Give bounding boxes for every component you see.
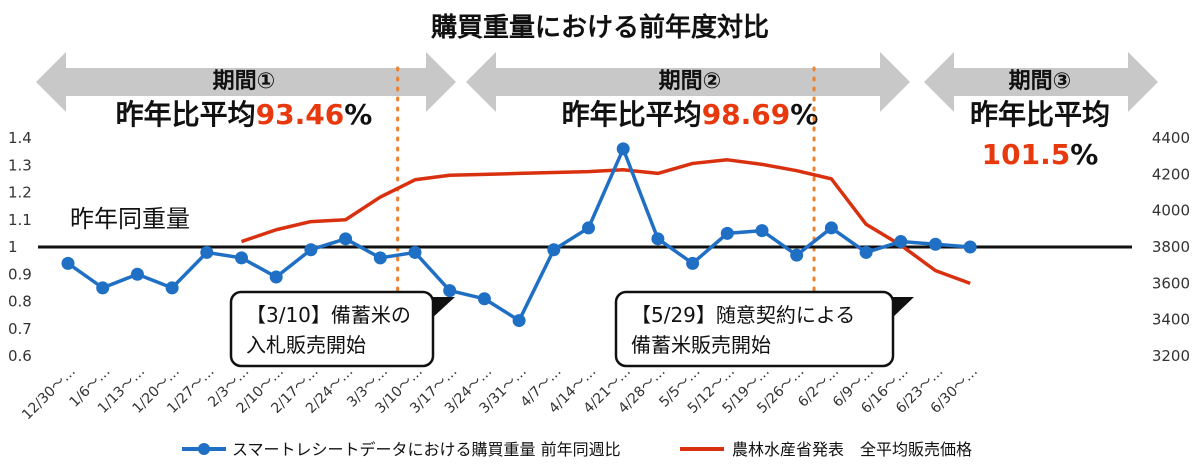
period-1-avg-prefix: 昨年比平均: [116, 98, 256, 131]
left-tick-label: 1.3: [8, 156, 32, 174]
period-3-avg-value-line: 101.5%: [982, 138, 1099, 171]
series-weight-ratio-point: [339, 232, 353, 246]
period-3-avg-unit: %: [1070, 138, 1098, 171]
period-2-average: 昨年比平均98.69%: [562, 98, 819, 131]
period-3-arrow: [924, 52, 1158, 112]
period-2-label: 期間②: [659, 69, 722, 94]
annotation-1-box: [229, 290, 435, 368]
left-tick-label: 0.9: [8, 265, 32, 283]
series-weight-ratio-point: [547, 243, 561, 257]
x-tick-label: 12/30～…: [19, 364, 79, 424]
period-3-avg-value: 101.5: [982, 138, 1071, 171]
annotation-2-pointer: [890, 297, 914, 320]
series-weight-ratio-point: [235, 251, 248, 265]
period-3-avg-prefix: 昨年比平均: [970, 98, 1110, 131]
left-tick-label: 1.1: [8, 211, 32, 229]
annotation-1: 【3/10】備蓄米の 入札販売開始: [229, 290, 455, 368]
period-2-avg-value: 98.69: [702, 98, 791, 131]
left-tick-label: 1.2: [8, 184, 32, 202]
right-tick-label: 3400: [1152, 311, 1190, 329]
period-2-arrow: [466, 52, 910, 112]
right-tick-label: 4000: [1152, 202, 1190, 220]
series-weight-ratio-point: [651, 232, 665, 246]
series-weight-ratio-point: [616, 142, 630, 156]
chart-title: 購買重量における前年度対比: [431, 12, 769, 43]
annotation-2-line-2: 備蓄米販売開始: [631, 333, 771, 357]
left-tick-label: 1: [8, 238, 18, 256]
series-weight-ratio-point: [477, 292, 491, 306]
series-weight-ratio-point: [130, 267, 144, 281]
series-weight-ratio-point: [200, 245, 214, 259]
series-weight-ratio-point: [269, 270, 283, 284]
legend-marker-weight-ratio: [198, 443, 210, 455]
left-tick-label: 0.7: [8, 320, 32, 338]
series-weight-ratio-point: [582, 221, 595, 235]
annotation-1-line-1: 【3/10】備蓄米の: [246, 303, 411, 327]
x-axis-ticks: 12/30～…1/6～…1/13～…1/20～…1/27～…2/3～…2/10～…: [19, 364, 981, 424]
series-weight-ratio-point: [929, 237, 942, 251]
right-tick-label: 3800: [1152, 238, 1190, 256]
series-weight-ratio-point: [824, 221, 838, 235]
legend-label-price: 農林水産省発表 全平均販売価格: [732, 440, 972, 459]
right-tick-label: 3600: [1152, 274, 1190, 292]
series-weight-ratio-point: [61, 256, 75, 270]
series-weight-ratio: [61, 142, 977, 328]
legend-label-weight-ratio: スマートレシートデータにおける購買重量 前年同週比: [232, 440, 621, 459]
right-axis-ticks: 3200 3400 3600 3800 4000 4200 4400: [1152, 129, 1190, 365]
series-weight-ratio-point: [408, 245, 422, 259]
annotation-2: 【5/29】随意契約による 備蓄米販売開始: [614, 290, 914, 368]
annotation-2-box: [614, 290, 895, 368]
reference-line-label: 昨年同重量: [70, 205, 190, 233]
series-weight-ratio-point: [963, 240, 977, 254]
series-weight-ratio-point: [790, 248, 804, 262]
period-1-avg-value: 93.46: [256, 98, 345, 131]
period-2-avg-prefix: 昨年比平均: [562, 98, 702, 131]
period-1-label: 期間①: [213, 69, 276, 94]
left-tick-label: 1.4: [8, 129, 32, 147]
annotation-1-line-2: 入札販売開始: [246, 333, 366, 357]
series-weight-ratio-point: [894, 235, 908, 249]
series-weight-ratio-point: [859, 245, 873, 259]
series-weight-ratio-point: [96, 281, 110, 295]
period-banners: 期間① 期間② 期間③ 昨年比平均93.46% 昨年比平均98.69% 昨年比平…: [36, 52, 1158, 171]
series-weight-ratio-point: [686, 256, 700, 270]
right-tick-label: 4400: [1152, 129, 1190, 147]
period-1-avg-unit: %: [344, 98, 372, 131]
period-1-arrow: [36, 52, 456, 112]
series-weight-ratio-point: [165, 281, 179, 295]
period-2-avg-unit: %: [790, 98, 818, 131]
series-weight-ratio-point: [755, 224, 769, 238]
series-weight-ratio-point: [720, 226, 734, 240]
series-price-line: [240, 158, 971, 285]
left-tick-label: 0.8: [8, 293, 32, 311]
period-1-average: 昨年比平均93.46%: [116, 98, 373, 131]
right-tick-label: 3200: [1152, 347, 1190, 365]
annotation-2-line-1: 【5/29】随意契約による: [631, 303, 855, 327]
annotation-1-pointer: [430, 297, 455, 320]
series-weight-ratio-point: [443, 284, 457, 298]
series-price: [240, 158, 971, 285]
series-weight-ratio-point: [304, 243, 318, 257]
series-weight-ratio-point: [512, 314, 526, 328]
series-weight-ratio-point: [373, 251, 387, 265]
right-tick-label: 4200: [1152, 165, 1190, 183]
period-3-label: 期間③: [1009, 69, 1072, 94]
left-tick-label: 0.6: [8, 347, 32, 365]
left-axis-ticks: 0.6 0.7 0.8 0.9 1 1.1 1.2 1.3 1.4: [8, 129, 32, 365]
legend: スマートレシートデータにおける購買重量 前年同週比 農林水産省発表 全平均販売価…: [182, 440, 972, 459]
